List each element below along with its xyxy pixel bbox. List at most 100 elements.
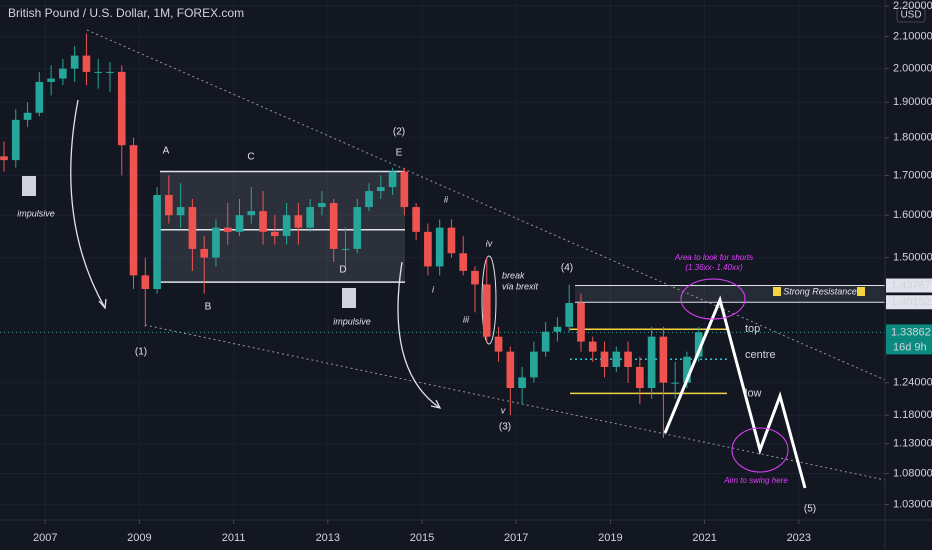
plot	[0, 33, 703, 438]
y-tick-label: 1.13000	[893, 438, 932, 450]
candle-body	[141, 275, 150, 290]
candle-body	[694, 332, 703, 357]
candle-body	[200, 248, 209, 258]
candle-body	[153, 195, 161, 290]
price-label: 1.40152	[891, 296, 931, 308]
x-tick-label: 2015	[410, 532, 434, 544]
candle-body	[671, 382, 679, 384]
y-tick-label: 1.24000	[893, 377, 932, 389]
y-tick-label: 1.03000	[893, 498, 932, 510]
candle-body	[636, 366, 644, 389]
price-label: 1.33862	[891, 326, 931, 338]
annotation: (5)	[804, 504, 816, 515]
candle-body	[600, 351, 609, 367]
x-tick-label: 2011	[222, 532, 246, 544]
annotation: (4)	[561, 263, 573, 274]
range-box	[160, 171, 405, 283]
y-tick-label: 1.70000	[893, 169, 932, 181]
x-tick-label: 2007	[33, 532, 57, 544]
trend-line	[86, 29, 886, 381]
price-label: 1.43767	[891, 279, 931, 291]
candle-body	[647, 336, 656, 389]
candle-body	[47, 78, 55, 82]
candle-body	[35, 81, 44, 113]
candle-body	[23, 112, 32, 120]
annotation: D	[339, 265, 346, 276]
ellipse	[680, 278, 746, 320]
annotation: iii	[463, 314, 470, 324]
annotation: Area to look for shorts	[674, 253, 753, 262]
currency-box	[896, 6, 926, 23]
level-label: low	[745, 387, 762, 399]
candle-body	[459, 253, 468, 271]
candle-body	[294, 215, 303, 228]
candle-body	[412, 207, 420, 232]
candle-body	[82, 55, 91, 72]
candle-body	[341, 248, 350, 250]
candle-body	[565, 302, 574, 327]
candle-body	[388, 171, 397, 188]
candle-body	[106, 71, 114, 73]
currency: USD	[900, 10, 921, 21]
annotation: B	[205, 302, 212, 313]
candle-body	[518, 377, 526, 389]
candle-body	[176, 207, 185, 216]
candle-body	[435, 227, 444, 267]
annotation: Strong Resistance	[783, 286, 857, 296]
annotation: (3)	[499, 422, 511, 433]
y-tick-label: 2.10000	[893, 30, 932, 42]
y-tick-label: 1.50000	[893, 252, 932, 264]
annotation: E	[396, 148, 403, 159]
candle-body	[541, 331, 550, 352]
annotation: break	[502, 270, 525, 280]
x-tick-label: 2023	[787, 532, 811, 544]
candle-body	[659, 336, 668, 383]
candle-body	[235, 215, 244, 232]
candle-body	[318, 203, 326, 208]
annotation: (1)	[135, 347, 147, 358]
candle-body	[11, 119, 20, 161]
y-tick-label: 1.60000	[893, 209, 932, 221]
arc-arrow	[70, 99, 106, 309]
drawings	[663, 278, 865, 489]
level-label: centre	[745, 349, 776, 361]
candle-body	[117, 71, 126, 146]
candle-body	[306, 207, 314, 228]
candle-body	[188, 207, 197, 249]
candle-body	[165, 195, 173, 216]
annotation: i	[432, 284, 435, 294]
candle-body	[447, 227, 456, 254]
annotation: Aim to swing here	[723, 476, 788, 485]
arrow-head	[430, 399, 442, 409]
x-tick-label: 2013	[316, 532, 340, 544]
annotation: v	[501, 405, 506, 415]
candle-body	[59, 68, 67, 79]
candle-body	[471, 270, 479, 285]
candle-body	[376, 187, 385, 192]
x-tick-label: 2009	[127, 532, 151, 544]
icon	[342, 288, 356, 308]
ellipse	[481, 255, 497, 345]
candle-body	[129, 145, 138, 276]
projection-path	[663, 295, 807, 489]
arc-arrow	[397, 261, 441, 409]
chart-title: British Pound / U.S. Dollar, 1M, FOREX.c…	[8, 6, 244, 20]
icon	[22, 176, 36, 196]
annotation: iv	[486, 238, 493, 248]
x-tick-label: 2021	[692, 532, 716, 544]
price-box	[886, 278, 932, 293]
candle-body	[212, 227, 220, 258]
ellipse	[731, 427, 789, 473]
resistance-zone	[575, 285, 885, 303]
y-tick-label: 1.18000	[893, 409, 932, 421]
candle-body	[70, 55, 79, 69]
candle-body	[259, 211, 267, 232]
candle-body	[247, 211, 256, 216]
drawings	[22, 29, 886, 481]
lock-icon	[857, 287, 865, 296]
x-tick-label: 2019	[598, 532, 622, 544]
candle-body	[494, 336, 503, 352]
annotation: (2)	[393, 127, 405, 138]
